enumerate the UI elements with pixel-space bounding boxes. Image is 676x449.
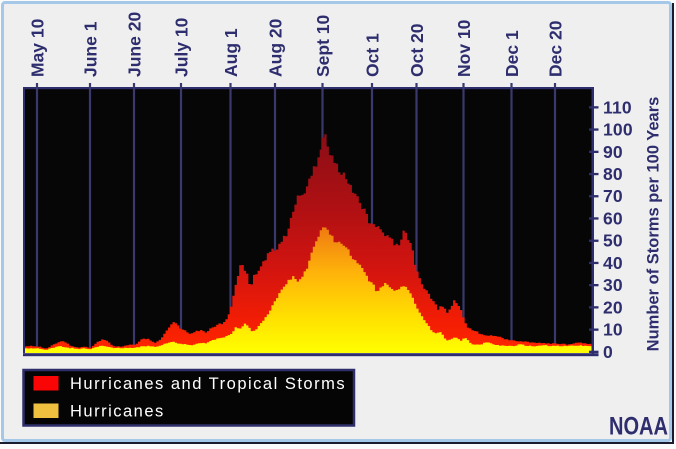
svg-text:70: 70 [603, 186, 623, 206]
svg-text:Oct 1: Oct 1 [363, 33, 383, 77]
svg-text:30: 30 [603, 275, 623, 295]
svg-text:NOAA: NOAA [609, 413, 668, 441]
svg-text:80: 80 [603, 164, 623, 184]
svg-text:Hurricanes: Hurricanes [70, 403, 165, 421]
svg-text:June 20: June 20 [125, 12, 145, 77]
svg-text:Number of Storms per 100 Years: Number of Storms per 100 Years [645, 97, 663, 352]
svg-text:Hurricanes and Tropical Storms: Hurricanes and Tropical Storms [70, 375, 346, 393]
svg-text:May 10: May 10 [28, 18, 48, 77]
svg-text:0: 0 [603, 342, 613, 362]
svg-text:20: 20 [603, 297, 623, 317]
svg-text:40: 40 [603, 253, 623, 273]
svg-text:Sept 10: Sept 10 [313, 14, 333, 77]
svg-text:10: 10 [603, 320, 623, 340]
svg-text:Dec 1: Dec 1 [502, 30, 522, 77]
svg-text:50: 50 [603, 231, 623, 251]
svg-text:110: 110 [603, 97, 632, 117]
svg-text:90: 90 [603, 142, 623, 162]
svg-text:100: 100 [603, 120, 633, 140]
svg-text:Dec 20: Dec 20 [546, 20, 566, 77]
svg-text:Nov 10: Nov 10 [454, 19, 474, 77]
svg-text:60: 60 [603, 208, 623, 228]
svg-text:Aug 20: Aug 20 [266, 18, 286, 77]
svg-text:July 10: July 10 [172, 17, 192, 77]
svg-text:Oct 20: Oct 20 [407, 23, 427, 77]
svg-text:June 1: June 1 [81, 21, 101, 77]
svg-text:Aug 1: Aug 1 [221, 28, 241, 77]
